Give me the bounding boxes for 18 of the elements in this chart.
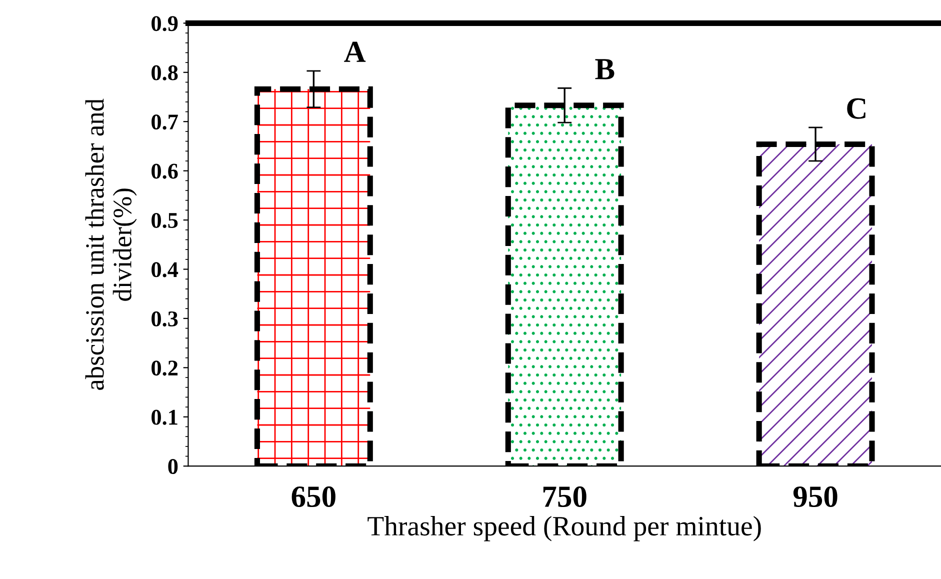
annotation: C (847, 98, 866, 119)
y-axis-title: abscission unit thrasher and divider(%) (85, 98, 137, 390)
y-tick-label: 0.9 (152, 16, 178, 32)
y-tick-label: 0.6 (152, 164, 178, 179)
annotation: B (595, 59, 614, 80)
x-axis-title: Thrasher speed (Round per mintue) (368, 516, 761, 542)
x-tick-label: 950 (793, 486, 838, 508)
y-tick-label: 0.8 (152, 65, 178, 80)
y-tick-label: 0.3 (152, 311, 178, 326)
x-tick-label: 750 (543, 486, 586, 508)
x-tick-label: 650 (292, 486, 336, 508)
y-tick-label: 0.1 (152, 410, 178, 425)
y-tick-label: 0.5 (152, 212, 178, 228)
y-tick-label: 0.4 (152, 262, 178, 278)
y-tick-label: 0 (168, 459, 178, 474)
y-tick-label: 0.2 (152, 360, 178, 376)
y-tick-label: 0.7 (152, 114, 178, 130)
annotation: A (344, 42, 366, 62)
